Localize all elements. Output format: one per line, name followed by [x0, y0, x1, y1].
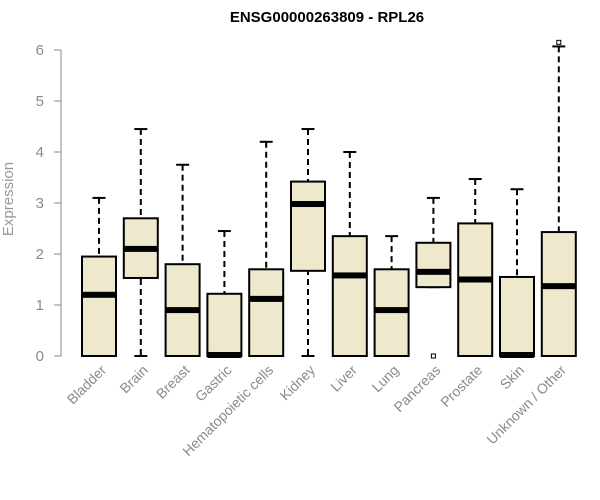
- box-gastric: [206, 230, 243, 358]
- box-rect: [540, 231, 577, 358]
- median-line: [123, 245, 158, 252]
- box-lung: [373, 235, 410, 357]
- x-tick-label: Breast: [153, 362, 193, 402]
- box-unknown-other: [540, 39, 577, 358]
- x-tick-label: Bladder: [64, 362, 110, 408]
- median-line: [332, 272, 367, 279]
- y-axis-label: Expression: [0, 162, 17, 236]
- median-line: [249, 295, 284, 302]
- x-tick-label: Unknown / Other: [483, 362, 569, 448]
- box-rect: [499, 275, 535, 358]
- x-tick-label: Skin: [497, 362, 528, 393]
- box-rect: [457, 222, 494, 357]
- box-rect: [248, 268, 285, 357]
- boxes-layer: [81, 39, 577, 359]
- box-pancreas: [415, 196, 452, 359]
- box-brain: [122, 128, 159, 357]
- median-line: [165, 307, 200, 314]
- y-tick-label: 0: [36, 348, 44, 365]
- box-rect: [415, 241, 452, 289]
- box-rect: [290, 180, 326, 272]
- box-breast: [164, 163, 201, 358]
- chart-title: ENSG00000263809 - RPL26: [230, 9, 424, 26]
- y-tick-label: 5: [36, 93, 44, 110]
- box-bladder: [81, 196, 117, 357]
- x-tick-label: Lung: [368, 362, 401, 395]
- x-tick-label: Prostate: [437, 362, 485, 410]
- median-line: [500, 351, 534, 358]
- box-liver: [331, 151, 368, 357]
- box-rect: [331, 235, 368, 357]
- median-line: [541, 283, 576, 290]
- y-tick-label: 1: [36, 297, 44, 314]
- box-rect: [81, 255, 117, 357]
- y-tick-label: 3: [36, 195, 44, 212]
- box-hematopoietic-cells: [248, 140, 285, 357]
- y-tick-label: 6: [36, 42, 44, 59]
- median-line: [416, 268, 451, 275]
- x-tick-label: Kidney: [277, 362, 319, 404]
- median-line: [82, 291, 116, 298]
- y-axis: 0 1 2 3 4 5 6: [36, 42, 62, 365]
- median-line: [207, 351, 242, 358]
- box-rect: [206, 292, 243, 357]
- x-tick-label: Brain: [116, 362, 150, 396]
- y-tick-label: 4: [36, 144, 44, 161]
- median-line: [458, 276, 493, 283]
- outlier-point: [556, 39, 562, 45]
- box-skin: [499, 188, 535, 358]
- median-line: [291, 201, 325, 208]
- box-prostate: [457, 178, 494, 357]
- box-kidney: [290, 128, 326, 357]
- outlier-point: [430, 353, 436, 359]
- x-tick-label: Liver: [327, 362, 360, 395]
- median-line: [374, 307, 409, 314]
- y-tick-label: 2: [36, 246, 44, 263]
